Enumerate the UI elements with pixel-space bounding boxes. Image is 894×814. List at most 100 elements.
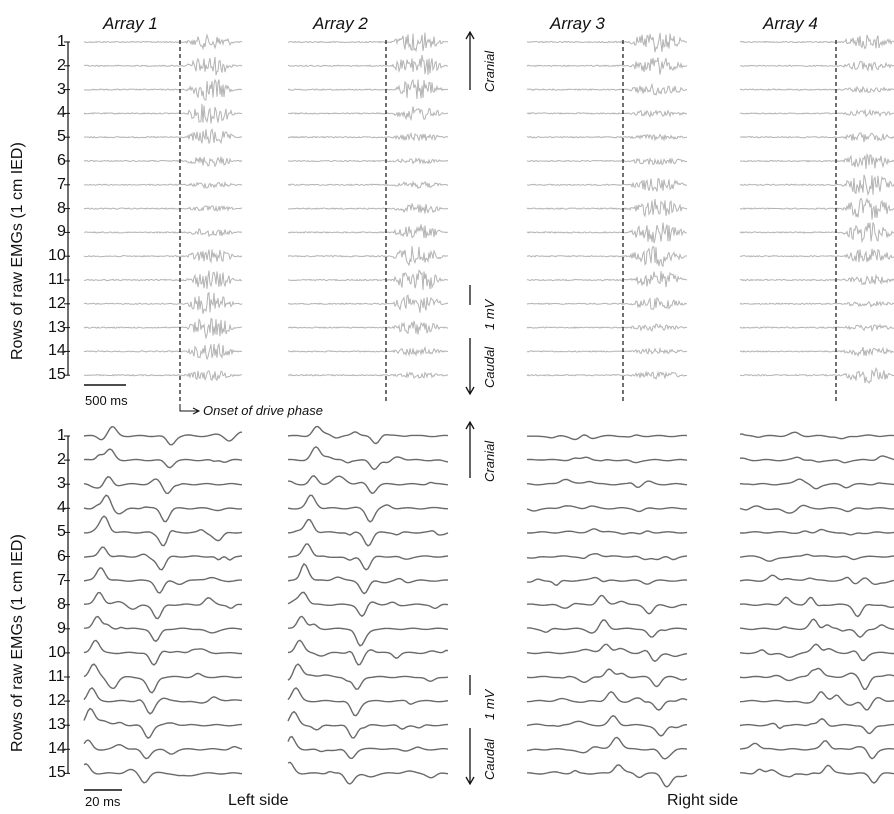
top-emg-trace xyxy=(287,224,448,239)
bottom-emg-trace xyxy=(287,710,448,739)
top-row-number: 11 xyxy=(48,271,65,288)
right-side-label: Right side xyxy=(667,792,739,809)
top-row-number: 5 xyxy=(57,128,66,146)
top-cranial-label: Cranial xyxy=(482,50,497,92)
top-emg-trace xyxy=(287,32,449,53)
bottom-emg-trace xyxy=(83,762,243,784)
top-emg-trace xyxy=(83,128,243,145)
top-emg-trace xyxy=(287,345,449,357)
top-emg-trace xyxy=(83,270,243,289)
top-emg-trace xyxy=(739,85,894,94)
top-emg-trace xyxy=(739,152,894,169)
top-emg-trace xyxy=(287,320,449,335)
bottom-emg-trace xyxy=(287,615,449,647)
bottom-emg-trace xyxy=(83,615,243,643)
top-emg-trace xyxy=(83,33,243,51)
top-emg-trace xyxy=(526,82,688,96)
bottom-row-number: 4 xyxy=(57,499,66,517)
array-1-title: Array 1 xyxy=(103,14,158,33)
top-emg-trace xyxy=(287,55,449,75)
bottom-emg-trace xyxy=(288,518,449,547)
top-emg-trace xyxy=(83,103,243,124)
bottom-emg-trace xyxy=(526,668,688,688)
top-row-number: 7 xyxy=(57,175,66,193)
bottom-emg-trace xyxy=(287,687,449,717)
bottom-emg-trace xyxy=(739,691,894,711)
bottom-emg-trace xyxy=(83,639,242,666)
top-emg-trace xyxy=(83,78,243,101)
bottom-emg-trace xyxy=(526,594,688,615)
top-row-number: 1 xyxy=(57,33,66,50)
bottom-emg-trace xyxy=(526,552,688,561)
top-row-number: 8 xyxy=(57,199,66,217)
top-emg-trace xyxy=(83,292,243,314)
bottom-row-number: 10 xyxy=(48,643,66,661)
top-emg-trace xyxy=(739,197,894,220)
top-emg-trace xyxy=(526,271,688,288)
top-emg-trace xyxy=(83,317,243,340)
bottom-row-number: 3 xyxy=(57,475,66,493)
top-emg-trace xyxy=(287,371,449,379)
top-emg-trace xyxy=(526,245,688,268)
bottom-emg-trace xyxy=(739,596,894,618)
bottom-emg-trace xyxy=(739,478,894,490)
bottom-emg-trace xyxy=(526,643,688,663)
bottom-emg-trace xyxy=(527,764,688,788)
bottom-emg-trace xyxy=(739,618,894,638)
bottom-emg-trace xyxy=(739,528,894,536)
bottom-emg-trace xyxy=(287,663,449,690)
bottom-emg-trace xyxy=(526,736,688,760)
bottom-emg-trace xyxy=(83,687,243,715)
onset-arrow xyxy=(179,404,198,412)
bottom-emg-trace xyxy=(739,667,894,690)
bottom-emg-trace xyxy=(526,478,688,489)
top-emg-trace xyxy=(527,178,687,192)
top-emg-trace xyxy=(287,78,449,99)
top-emg-trace xyxy=(739,34,894,50)
bottom-time-scale-label: 20 ms xyxy=(85,794,121,809)
top-emg-trace xyxy=(83,227,243,238)
top-row-number: 14 xyxy=(48,342,66,360)
bottom-emg-trace xyxy=(739,740,894,760)
bottom-emg-trace xyxy=(83,494,243,523)
bottom-emg-trace xyxy=(287,543,449,571)
bottom-emg-trace xyxy=(526,528,688,535)
bottom-emg-trace xyxy=(83,739,243,760)
bottom-emg-trace xyxy=(83,567,242,594)
bottom-emg-trace xyxy=(526,456,688,464)
bottom-row-number: 6 xyxy=(57,547,66,565)
bottom-emg-trace xyxy=(83,663,243,694)
bottom-emg-trace xyxy=(287,591,449,618)
top-emg-trace xyxy=(526,133,688,142)
bottom-emg-trace xyxy=(287,735,449,760)
bottom-caudal-arrow-head xyxy=(465,776,475,786)
onset-of-drive-phase-label: Onset of drive phase xyxy=(203,403,323,418)
top-row-number: 6 xyxy=(57,152,66,169)
bottom-row-number: 2 xyxy=(57,451,66,469)
bottom-emg-trace xyxy=(83,707,242,739)
top-row-number: 10 xyxy=(48,247,66,265)
top-emg-trace xyxy=(739,108,894,118)
bottom-emg-trace xyxy=(739,574,894,586)
top-emg-trace xyxy=(739,367,894,384)
bottom-emg-trace xyxy=(527,619,688,638)
top-row-number: 3 xyxy=(57,80,66,98)
bottom-cranial-arrow-head xyxy=(465,420,475,430)
bottom-emg-trace xyxy=(287,761,449,785)
bottom-emg-traces xyxy=(83,425,894,788)
top-emg-trace xyxy=(526,32,688,53)
bottom-emg-trace xyxy=(526,714,688,737)
top-emg-trace xyxy=(739,248,894,263)
bottom-emg-trace xyxy=(287,562,449,595)
bottom-caudal-label: Caudal xyxy=(482,738,497,780)
bottom-emg-trace xyxy=(83,448,243,469)
top-emg-trace xyxy=(739,222,894,244)
left-side-label: Left side xyxy=(228,792,289,809)
bottom-emg-trace xyxy=(288,475,449,495)
top-emg-trace xyxy=(526,370,688,381)
bottom-y-axis-label: Rows of raw EMGs (1 cm IED) xyxy=(9,534,26,752)
top-emg-trace xyxy=(739,346,894,357)
top-emg-trace xyxy=(287,246,449,267)
top-emg-trace xyxy=(739,60,894,72)
